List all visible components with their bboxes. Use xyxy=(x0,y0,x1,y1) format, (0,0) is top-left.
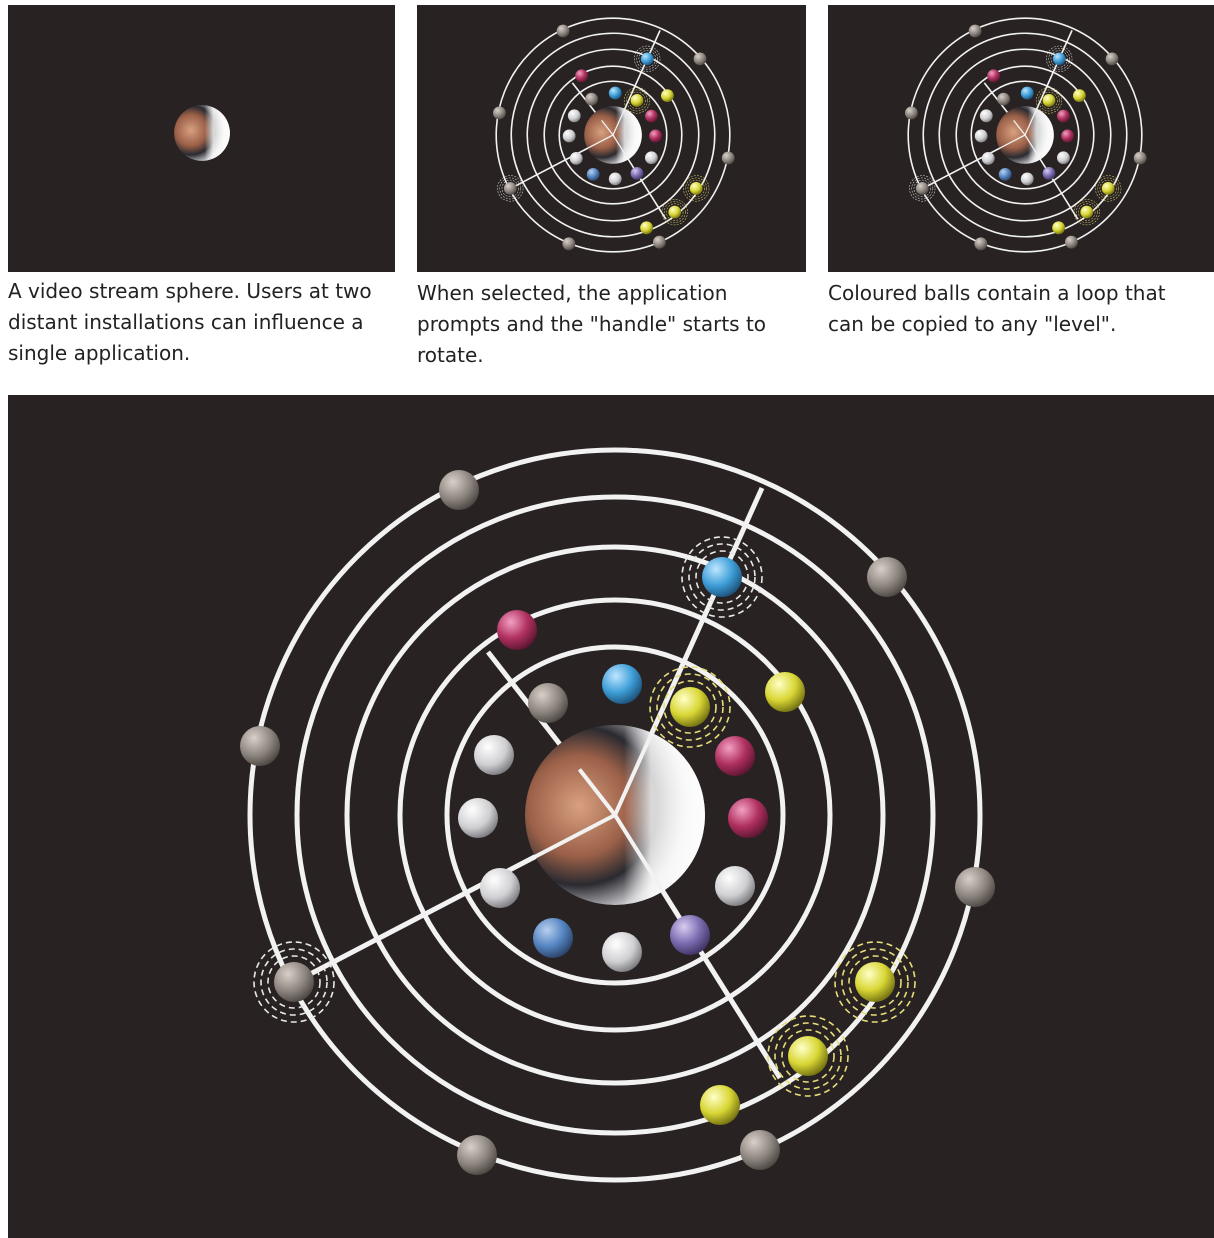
caption-line: A video stream sphere. Users at two xyxy=(8,279,372,303)
ball xyxy=(715,866,755,906)
caption-line: can be copied to any "level". xyxy=(828,312,1116,336)
ball xyxy=(740,1130,780,1170)
ball xyxy=(855,962,895,1002)
video-sphere-small xyxy=(174,105,230,161)
ball xyxy=(497,610,537,650)
caption-line: distant installations can influence a xyxy=(8,310,364,334)
ball xyxy=(602,932,642,972)
ball xyxy=(765,672,805,712)
page: A video stream sphere. Users at two dista… xyxy=(0,0,1214,1238)
ball xyxy=(955,867,995,907)
ball xyxy=(715,736,755,776)
ball xyxy=(457,1135,497,1175)
caption-line: single application. xyxy=(8,341,190,365)
ball xyxy=(439,470,479,510)
ball xyxy=(274,962,314,1002)
ball xyxy=(533,918,573,958)
ball xyxy=(867,557,907,597)
ball xyxy=(788,1036,828,1076)
ball xyxy=(670,915,710,955)
caption-line: When selected, the application xyxy=(417,281,727,305)
caption-line: prompts and the "handle" starts to xyxy=(417,312,766,336)
ball xyxy=(528,683,568,723)
ball xyxy=(458,798,498,838)
ball xyxy=(602,664,642,704)
ball xyxy=(728,798,768,838)
ball xyxy=(700,1085,740,1125)
ball xyxy=(474,735,514,775)
caption-line: Coloured balls contain a loop that xyxy=(828,281,1166,305)
ball xyxy=(702,557,742,597)
ball xyxy=(670,687,710,727)
captions: A video stream sphere. Users at two dista… xyxy=(8,279,1166,367)
ball xyxy=(240,726,280,766)
illustration: A video stream sphere. Users at two dista… xyxy=(0,0,1214,1238)
caption-line: rotate. xyxy=(417,343,484,367)
ball xyxy=(480,868,520,908)
